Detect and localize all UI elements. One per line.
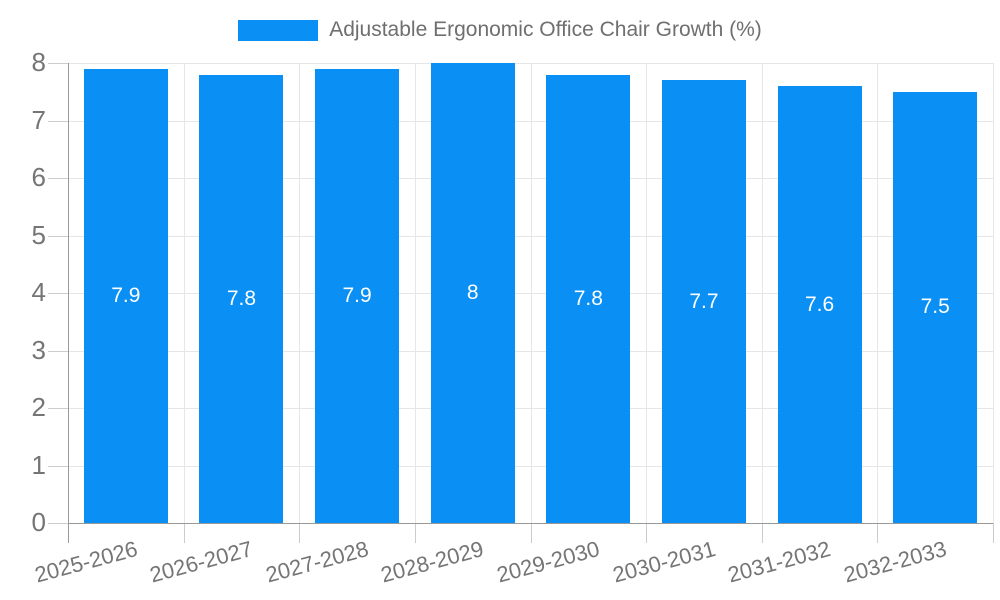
- x-gridline: [877, 63, 879, 523]
- y-axis-tick-label: 1: [31, 449, 46, 480]
- bar-2025-2026: 7.9: [83, 68, 168, 523]
- bar-value-label: 7.9: [342, 283, 372, 307]
- bar-value-label: 7.7: [689, 289, 719, 313]
- x-gridline: [761, 63, 763, 523]
- x-axis-category-label: 2025-2026: [31, 536, 140, 588]
- x-axis-tick: [646, 523, 648, 543]
- x-gridline: [299, 63, 301, 523]
- x-axis-category-label: 2031-2032: [725, 536, 834, 588]
- x-axis-category-label: 2032-2033: [841, 536, 950, 588]
- bar-value-label: 7.6: [804, 292, 835, 316]
- bar-value-label: 7.5: [920, 295, 950, 319]
- bar-value-label: 8: [466, 281, 479, 304]
- y-axis-tick: [48, 235, 68, 237]
- x-axis-category-label: 2026-2027: [147, 536, 256, 588]
- x-gridline: [646, 63, 648, 523]
- bar-2028-2029: 8: [430, 63, 515, 523]
- x-axis-tick: [877, 523, 879, 543]
- y-axis-tick: [48, 120, 68, 122]
- x-axis-category-label: 2030-2031: [609, 536, 718, 588]
- bar-2030-2031: 7.7: [661, 80, 746, 523]
- bar-value-label: 7.9: [111, 283, 141, 307]
- x-axis-tick: [761, 523, 763, 543]
- y-axis-tick: [48, 465, 68, 467]
- y-axis-tick-label: 5: [31, 219, 46, 250]
- y-axis-line: [68, 63, 69, 543]
- x-axis-line: [68, 523, 993, 524]
- bar-value-label: 7.8: [573, 286, 603, 310]
- chart-legend[interactable]: Adjustable Ergonomic Office Chair Growth…: [0, 18, 1000, 42]
- y-axis-tick-label: 8: [31, 46, 46, 77]
- x-gridline: [414, 63, 416, 523]
- bar-2032-2033: 7.5: [893, 91, 978, 523]
- bar-2027-2028: 7.9: [315, 68, 400, 523]
- x-axis-category-label: 2029-2030: [494, 536, 603, 588]
- x-gridline: [183, 63, 185, 523]
- bar-2031-2032: 7.6: [777, 86, 862, 523]
- y-axis-tick: [48, 293, 68, 294]
- x-gridline: [993, 63, 994, 523]
- y-axis-tick: [48, 350, 68, 352]
- x-axis-tick: [993, 523, 994, 543]
- y-axis-tick: [48, 63, 68, 64]
- y-axis-tick-label: 4: [31, 276, 46, 307]
- y-axis-tick-label: 7: [31, 104, 46, 135]
- y-axis-tick-label: 3: [31, 334, 46, 365]
- legend-swatch[interactable]: [238, 19, 319, 41]
- x-axis-tick: [183, 523, 185, 543]
- y-axis-tick-label: 6: [31, 161, 46, 192]
- bar-value-label: 7.8: [226, 286, 257, 310]
- y-axis-tick: [48, 408, 68, 409]
- legend-label[interactable]: Adjustable Ergonomic Office Chair Growth…: [329, 18, 762, 41]
- x-axis-tick: [530, 523, 532, 543]
- x-axis-tick: [414, 523, 416, 543]
- x-axis-tick: [299, 523, 301, 543]
- x-gridline: [530, 63, 532, 523]
- y-axis-tick-label: 0: [31, 506, 46, 537]
- y-axis-tick: [48, 523, 68, 524]
- bar-2029-2030: 7.8: [546, 74, 631, 523]
- y-axis-tick: [48, 178, 68, 179]
- x-axis-category-label: 2028-2029: [378, 536, 487, 588]
- bar-2026-2027: 7.8: [199, 74, 284, 523]
- y-axis-tick-label: 2: [31, 391, 46, 422]
- x-axis-category-label: 2027-2028: [262, 536, 372, 588]
